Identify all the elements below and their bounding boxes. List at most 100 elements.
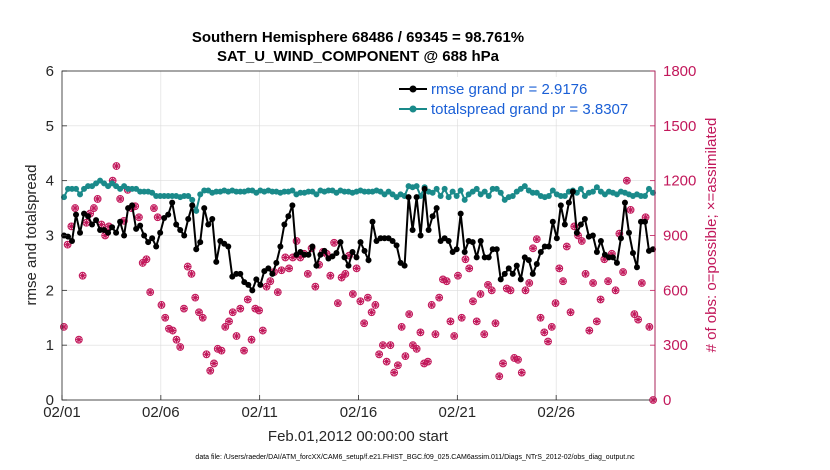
obs-count-point — [360, 319, 369, 328]
obs-assimilated-marker — [405, 310, 413, 318]
obs-count-point — [630, 310, 639, 318]
obs-assimilated-marker — [90, 204, 98, 212]
obs-count-point — [521, 286, 530, 295]
rmse-point — [153, 243, 160, 250]
obs-assimilated-marker — [139, 259, 146, 267]
y2-tick-label: 0 — [663, 392, 671, 409]
rmse-point — [473, 254, 480, 261]
y-tick-label: 0 — [46, 392, 54, 409]
obs-count-point — [626, 206, 635, 214]
totalspread-point — [189, 196, 196, 203]
rmse-point — [185, 216, 192, 223]
obs-assimilated-marker — [330, 239, 338, 247]
obs-possible-marker — [168, 326, 177, 335]
obs-count-point — [562, 242, 571, 251]
rmse-point — [281, 221, 288, 228]
obs-assimilated-marker — [207, 367, 214, 374]
rmse-point — [389, 237, 396, 244]
obs-assimilated-marker — [94, 195, 101, 203]
obs-assimilated-marker — [601, 256, 608, 263]
series-layer — [59, 162, 658, 404]
rmse-point — [569, 188, 576, 195]
rmse-point — [461, 248, 468, 255]
obs-assimilated-marker — [589, 279, 597, 287]
obs-count-point — [210, 359, 218, 368]
obs-possible-marker — [93, 195, 102, 203]
obs-assimilated-marker — [101, 232, 109, 239]
obs-possible-marker — [562, 242, 571, 251]
obs-count-point — [82, 218, 91, 227]
obs-possible-marker — [378, 341, 387, 350]
obs-assimilated-marker — [451, 332, 458, 340]
obs-possible-marker — [431, 330, 440, 339]
rmse-point — [273, 259, 280, 266]
rmse-point — [501, 270, 508, 277]
obs-possible-marker — [517, 368, 526, 377]
rmse-point — [337, 239, 344, 246]
obs-possible-marker — [487, 286, 496, 295]
obs-count-point — [450, 332, 459, 340]
rmse-point — [641, 218, 648, 225]
obs-possible-marker — [63, 240, 72, 249]
obs-assimilated-marker — [484, 281, 492, 289]
rmse-point — [157, 229, 164, 236]
obs-possible-marker — [191, 293, 200, 302]
obs-possible-marker — [277, 266, 286, 275]
obs-count-point — [570, 222, 579, 231]
obs-possible-marker — [585, 326, 594, 335]
totalspread-point — [73, 185, 80, 192]
obs-assimilated-marker — [514, 356, 522, 363]
obs-assimilated-marker — [68, 223, 75, 230]
totalspread-point — [521, 183, 528, 190]
obs-assimilated-marker — [518, 369, 525, 376]
obs-assimilated-marker — [646, 323, 653, 331]
obs-assimilated-marker — [458, 314, 465, 321]
obs-possible-marker — [247, 335, 256, 344]
obs-count-point — [367, 308, 376, 317]
rmse-point — [205, 221, 212, 228]
obs-count-point — [277, 266, 286, 275]
totalspread-point — [413, 183, 420, 190]
obs-assimilated-marker — [383, 358, 390, 365]
footer-datafile: data file: /Users/raeder/DAI/ATM_forcXX/… — [195, 454, 635, 461]
y-tick-label: 3 — [46, 228, 54, 245]
rmse-point — [549, 218, 556, 225]
obs-count-point — [176, 343, 185, 351]
rmse-point — [573, 229, 580, 236]
obs-possible-marker — [484, 280, 492, 289]
y-axis-right: 0 300 600 900 1200 1500 1800 — [650, 63, 696, 409]
obs-assimilated-marker — [327, 272, 334, 279]
obs-possible-marker — [412, 344, 421, 353]
rmse-point — [141, 232, 148, 239]
obs-assimilated-marker — [447, 318, 454, 325]
rmse-point — [517, 276, 524, 283]
y2-tick-label: 1800 — [663, 63, 696, 80]
obs-count-point — [604, 277, 612, 286]
obs-assimilated-marker — [338, 274, 345, 281]
obs-count-point — [168, 326, 177, 335]
rmse-point — [145, 239, 152, 246]
obs-possible-marker — [352, 264, 361, 273]
totalspread-point — [461, 196, 468, 203]
obs-count-point — [71, 204, 80, 212]
obs-assimilated-marker — [184, 263, 191, 270]
obs-possible-marker — [228, 308, 237, 317]
obs-assimilated-marker — [634, 316, 642, 323]
obs-possible-marker — [529, 244, 537, 253]
obs-count-point — [401, 352, 410, 361]
obs-possible-marker — [405, 310, 414, 318]
obs-assimilated-marker — [432, 331, 439, 338]
obs-count-point — [645, 322, 654, 331]
rmse-point — [629, 250, 636, 257]
obs-possible-marker — [262, 282, 271, 291]
rmse-point — [433, 205, 440, 212]
obs-assimilated-marker — [248, 336, 255, 343]
rmse-point — [545, 243, 552, 250]
obs-assimilated-marker — [225, 318, 233, 325]
y-tick-label: 6 — [46, 63, 54, 80]
rmse-point — [341, 254, 348, 261]
obs-count-point — [592, 317, 601, 326]
rmse-point — [457, 210, 464, 217]
obs-possible-marker — [116, 195, 125, 203]
